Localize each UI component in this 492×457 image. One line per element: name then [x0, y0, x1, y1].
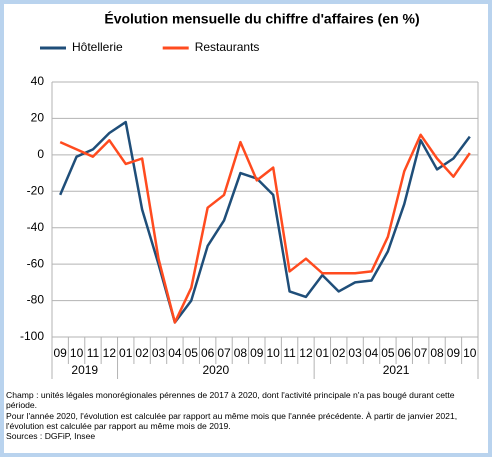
x-tick-label: 06 — [398, 346, 412, 360]
x-tick-label: 04 — [365, 346, 379, 360]
note: Pour l'année 2020, l'évolution est calcu… — [6, 410, 458, 431]
y-tick-label: -20 — [27, 183, 45, 197]
x-tick-label: 10 — [463, 346, 477, 360]
legend-label: Restaurants — [195, 40, 260, 54]
x-tick-label: 10 — [70, 346, 84, 360]
x-tick-label: 07 — [217, 346, 231, 360]
x-tick-label: 02 — [135, 346, 149, 360]
chart: Évolution mensuelle du chiffre d'affaire… — [20, 11, 479, 379]
x-tick-label: 12 — [103, 346, 117, 360]
y-tick-label: 0 — [37, 147, 44, 161]
x-tick-label: 11 — [87, 346, 100, 360]
x-group-label: 2021 — [383, 363, 410, 377]
legend-label: Hôtellerie — [72, 40, 123, 54]
y-tick-label: -100 — [20, 329, 44, 343]
x-tick-label: 01 — [316, 346, 330, 360]
x-tick-label: 08 — [430, 346, 444, 360]
x-group-label: 2020 — [202, 363, 229, 377]
x-tick-label: 01 — [119, 346, 133, 360]
x-tick-label: 12 — [299, 346, 313, 360]
x-tick-label: 04 — [168, 346, 182, 360]
x-tick-label: 03 — [348, 346, 362, 360]
y-tick-label: -60 — [27, 256, 45, 270]
notes: Champ : unités légales monorégionales pé… — [6, 390, 484, 441]
x-tick-label: 05 — [185, 346, 199, 360]
y-tick-label: 20 — [31, 111, 45, 125]
x-tick-label: 09 — [447, 346, 461, 360]
x-tick-label: 02 — [332, 346, 346, 360]
x-group-label: 2019 — [71, 363, 98, 377]
line-series — [59, 133, 471, 324]
x-tick-label: 03 — [152, 346, 166, 360]
x-tick-label: 06 — [201, 346, 215, 360]
y-tick-label: -80 — [27, 293, 45, 307]
x-tick-label: 09 — [54, 346, 68, 360]
y-tick-label: -40 — [27, 220, 45, 234]
line-series — [59, 120, 471, 324]
x-tick-label: 08 — [234, 346, 248, 360]
x-tick-label: 10 — [267, 346, 281, 360]
chart-title: Évolution mensuelle du chiffre d'affaire… — [104, 11, 419, 27]
x-tick-label: 11 — [283, 346, 296, 360]
note: Sources : DGFiP, Insee — [6, 431, 96, 442]
x-tick-label: 05 — [381, 346, 395, 360]
y-tick-label: 40 — [31, 74, 45, 88]
note: Champ : unités légales monorégionales pé… — [6, 390, 455, 411]
x-tick-label: 09 — [250, 346, 264, 360]
x-tick-label: 07 — [414, 346, 428, 360]
